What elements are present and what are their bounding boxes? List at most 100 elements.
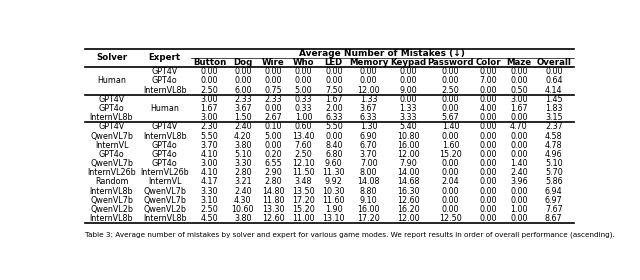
Text: Expert: Expert [148,53,180,62]
Text: 15.20: 15.20 [439,150,462,159]
Text: 0.00: 0.00 [360,67,378,76]
Text: 0.00: 0.00 [442,67,460,76]
Text: Solver: Solver [96,53,127,62]
Text: 3.10: 3.10 [200,196,218,205]
Text: InternVL: InternVL [95,141,128,150]
Text: InternVL8b: InternVL8b [90,214,133,223]
Text: 1.45: 1.45 [545,95,563,104]
Text: InternVL26b: InternVL26b [140,168,189,177]
Text: 0.00: 0.00 [480,214,497,223]
Text: 2.40: 2.40 [510,168,528,177]
Text: 1.67: 1.67 [200,104,218,113]
Text: 13.40: 13.40 [292,132,315,141]
Text: 0.00: 0.00 [510,141,527,150]
Text: 3.00: 3.00 [200,159,218,168]
Text: 0.00: 0.00 [480,113,497,122]
Text: 6.33: 6.33 [360,113,378,122]
Text: 0.00: 0.00 [294,76,312,85]
Text: 4.17: 4.17 [200,178,218,186]
Text: 14.00: 14.00 [397,168,419,177]
Text: 5.86: 5.86 [545,178,563,186]
Text: Button: Button [193,58,226,67]
Text: GPT4o: GPT4o [99,104,124,113]
Text: 4.96: 4.96 [545,150,563,159]
Text: InternVL: InternVL [148,178,181,186]
Text: QwenVL7b: QwenVL7b [90,196,133,205]
Text: 5.10: 5.10 [234,150,252,159]
Text: 0.00: 0.00 [480,141,497,150]
Text: 0.00: 0.00 [510,132,527,141]
Text: Dog: Dog [233,58,252,67]
Text: 0.00: 0.00 [510,150,527,159]
Text: 11.50: 11.50 [292,168,315,177]
Text: 0.00: 0.00 [234,76,252,85]
Text: GPT4o: GPT4o [152,76,177,85]
Text: 6.97: 6.97 [545,196,563,205]
Text: 0.00: 0.00 [399,67,417,76]
Text: 0.00: 0.00 [264,76,282,85]
Text: InternVL8b: InternVL8b [90,187,133,196]
Text: 1.40: 1.40 [442,122,460,131]
Text: 0.00: 0.00 [480,86,497,95]
Text: 1.67: 1.67 [325,95,342,104]
Text: 0.00: 0.00 [510,76,527,85]
Text: 1.30: 1.30 [360,122,378,131]
Text: 3.00: 3.00 [200,95,218,104]
Text: 2.04: 2.04 [442,178,460,186]
Text: InternVL8b: InternVL8b [143,86,186,95]
Text: 2.37: 2.37 [545,122,563,131]
Text: 3.33: 3.33 [399,113,417,122]
Text: 0.33: 0.33 [294,95,312,104]
Text: 0.00: 0.00 [442,168,460,177]
Text: GPT4o: GPT4o [152,141,177,150]
Text: QwenVL2b: QwenVL2b [90,205,133,214]
Text: Table 3: Average number of mistakes by solver and expert for various game modes.: Table 3: Average number of mistakes by s… [85,232,614,239]
Text: 4.14: 4.14 [545,86,563,95]
Text: GPT4o: GPT4o [152,159,177,168]
Text: 3.67: 3.67 [234,104,252,113]
Text: 4.10: 4.10 [200,150,218,159]
Text: 0.00: 0.00 [442,104,460,113]
Text: 8.67: 8.67 [545,214,563,223]
Text: 0.00: 0.00 [480,187,497,196]
Text: 0.00: 0.00 [200,67,218,76]
Text: InternVL8b: InternVL8b [143,132,186,141]
Text: QwenVL7b: QwenVL7b [90,132,133,141]
Text: 0.00: 0.00 [480,168,497,177]
Text: 17.20: 17.20 [357,214,380,223]
Text: 4.58: 4.58 [545,132,563,141]
Text: 4.20: 4.20 [234,132,252,141]
Text: 8.80: 8.80 [360,187,378,196]
Text: 14.80: 14.80 [262,187,284,196]
Text: 0.00: 0.00 [480,122,497,131]
Text: 13.30: 13.30 [262,205,284,214]
Text: 5.50: 5.50 [325,122,342,131]
Text: 0.00: 0.00 [399,95,417,104]
Text: 0.50: 0.50 [510,86,528,95]
Text: 12.00: 12.00 [397,214,419,223]
Text: 0.00: 0.00 [480,159,497,168]
Text: 1.40: 1.40 [510,159,527,168]
Text: 0.00: 0.00 [294,67,312,76]
Text: 0.00: 0.00 [510,196,527,205]
Text: 0.00: 0.00 [442,205,460,214]
Text: 0.00: 0.00 [325,76,342,85]
Text: 13.10: 13.10 [323,214,345,223]
Text: 0.00: 0.00 [480,205,497,214]
Text: 4.00: 4.00 [480,104,497,113]
Text: Random: Random [95,178,128,186]
Text: 1.00: 1.00 [510,205,527,214]
Text: 4.70: 4.70 [510,122,528,131]
Text: 2.33: 2.33 [264,95,282,104]
Text: 4.30: 4.30 [234,196,252,205]
Text: 7.67: 7.67 [545,205,563,214]
Text: 3.30: 3.30 [200,187,218,196]
Text: QwenVL7b: QwenVL7b [143,187,186,196]
Text: 16.30: 16.30 [397,187,419,196]
Text: 4.10: 4.10 [200,168,218,177]
Text: 11.80: 11.80 [262,196,284,205]
Text: 0.00: 0.00 [325,67,342,76]
Text: 6.33: 6.33 [325,113,342,122]
Text: 3.70: 3.70 [200,141,218,150]
Text: 12.50: 12.50 [439,214,462,223]
